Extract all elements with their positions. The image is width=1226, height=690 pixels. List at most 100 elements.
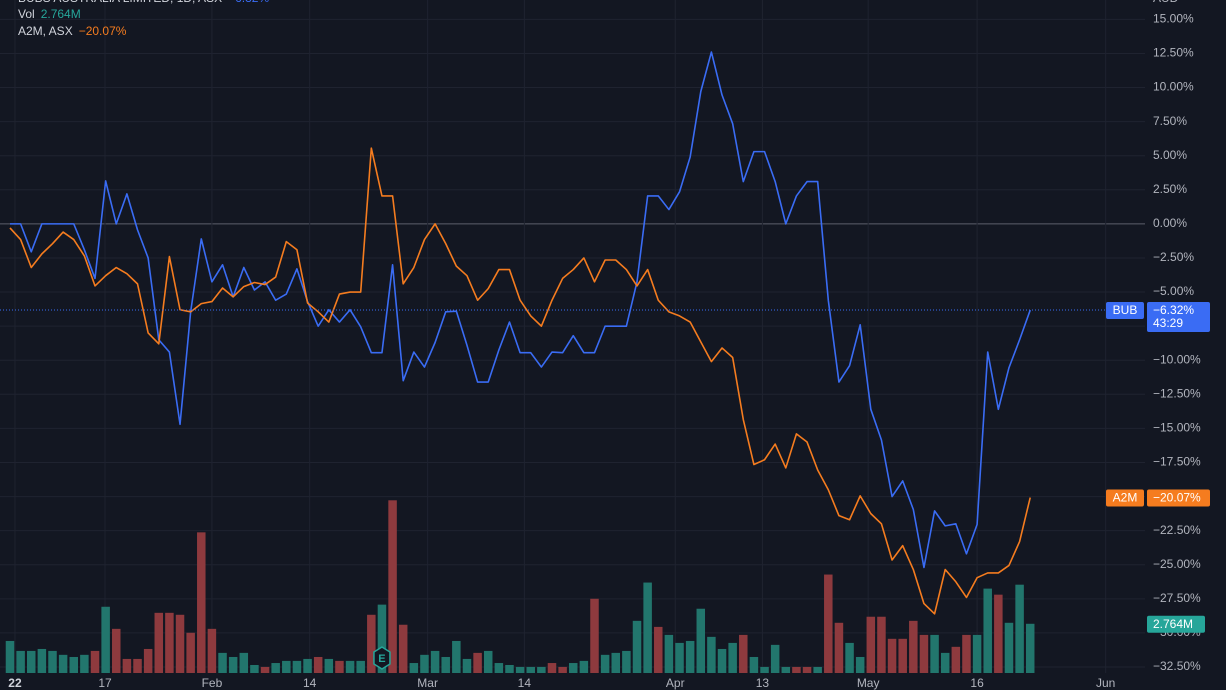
x-tick-label: 14 [303, 676, 317, 690]
legend-entry: A2M, ASX −20.07% [18, 24, 127, 38]
volume-bar [207, 628, 217, 673]
event-label: E [378, 653, 385, 665]
volume-bar [16, 650, 25, 673]
volume-bar [409, 663, 419, 673]
volume-bar [855, 656, 865, 673]
volume-bar [122, 658, 132, 673]
y-tick-label: 12.50% [1153, 46, 1194, 60]
volume-bar [919, 634, 929, 673]
y-tick-label: −2.50% [1153, 250, 1194, 264]
y-tick-label: 5.00% [1153, 148, 1187, 162]
volume-bar [1025, 623, 1035, 673]
volume-bar [154, 612, 164, 673]
volume-bar [133, 658, 142, 673]
volume-bar [260, 666, 270, 673]
volume-bar [292, 660, 302, 673]
volume-bar [345, 660, 355, 673]
y-tick-label: 10.00% [1153, 80, 1194, 94]
volume-bar [537, 666, 546, 673]
volume-bar [388, 500, 397, 673]
volume-bar [101, 606, 110, 673]
volume-bar [505, 664, 514, 673]
volume-bar [1015, 584, 1024, 673]
legend-value: −6.32% [228, 0, 269, 5]
x-tick-label: 22 [8, 676, 22, 690]
volume-bar [622, 650, 631, 673]
volume-bar [547, 663, 557, 673]
volume-bar [313, 656, 323, 673]
volume-bar [824, 574, 833, 673]
volume-bar [515, 666, 525, 673]
volume-bar [441, 656, 450, 673]
volume-bar [5, 640, 15, 673]
volume-bar [749, 656, 759, 673]
volume-bar [324, 658, 334, 673]
series-name-tag: BUB [1113, 303, 1138, 317]
volume-bar [218, 652, 227, 673]
volume-bar [282, 660, 291, 673]
volume-bar [165, 612, 174, 673]
volume-bar [250, 664, 259, 673]
countdown: 43:29 [1153, 316, 1183, 330]
y-tick-label: 0.00% [1153, 216, 1187, 230]
x-tick-label: 16 [970, 676, 984, 690]
legend-entry: Vol 2.764M [18, 7, 81, 21]
x-tick-label: 17 [98, 676, 112, 690]
volume-bar [760, 666, 769, 673]
y-tick-label: −10.00% [1153, 352, 1201, 366]
x-tick-label: May [857, 676, 880, 690]
volume-bar [58, 654, 68, 673]
x-tick-label: Feb [202, 676, 223, 690]
volume-bar [430, 650, 440, 673]
volume-bar [728, 642, 737, 673]
volume-bar [590, 598, 599, 673]
volume-bar [834, 622, 844, 673]
series-name-box [1106, 489, 1144, 507]
volume-bar [632, 620, 642, 673]
volume-bar [845, 642, 854, 673]
volume-bar [558, 666, 567, 673]
volume-bar [940, 652, 950, 673]
volume-bar [473, 652, 482, 673]
volume-bar [494, 663, 504, 673]
legend-name: BUBS AUSTRALIA LIMITED, 1D, ASX [18, 0, 222, 5]
volume-bar [813, 666, 822, 673]
volume-bar [643, 582, 652, 673]
y-tick-label: 2.50% [1153, 182, 1187, 196]
volume-bar [37, 648, 47, 673]
volume-bar [654, 626, 663, 673]
volume-bar [48, 650, 57, 673]
volume-bar [112, 628, 121, 673]
y-tick-label: −25.00% [1153, 557, 1201, 571]
y-tick-label: −27.50% [1153, 591, 1201, 605]
legend-name: A2M, ASX [18, 24, 73, 38]
volume-bar [962, 634, 971, 673]
price-box [1147, 489, 1210, 507]
series-name-box [1106, 302, 1144, 320]
volume-bar [717, 648, 727, 673]
volume-bar [781, 666, 791, 673]
volume-bar [197, 532, 206, 673]
volume-bar [802, 666, 812, 673]
price-box [1147, 302, 1210, 333]
legend-value: 2.764M [41, 7, 81, 21]
volume-bar [898, 638, 907, 673]
volume-bar [26, 650, 36, 673]
volume-bar [483, 650, 493, 673]
volume-bar [271, 663, 280, 673]
volume-bar [792, 666, 801, 673]
volume-bar [675, 642, 684, 673]
volume-bar [664, 634, 674, 673]
volume-bar [367, 614, 376, 673]
y-tick-label: −5.00% [1153, 284, 1194, 298]
y-tick-label: −12.50% [1153, 386, 1201, 400]
x-tick-label: Jun [1096, 676, 1115, 690]
volume-bar [579, 660, 589, 673]
x-tick-label: Apr [666, 676, 685, 690]
volume-bar [600, 654, 610, 673]
volume-bar [377, 604, 387, 673]
volume-bar [972, 634, 982, 673]
volume-bar [335, 660, 344, 673]
